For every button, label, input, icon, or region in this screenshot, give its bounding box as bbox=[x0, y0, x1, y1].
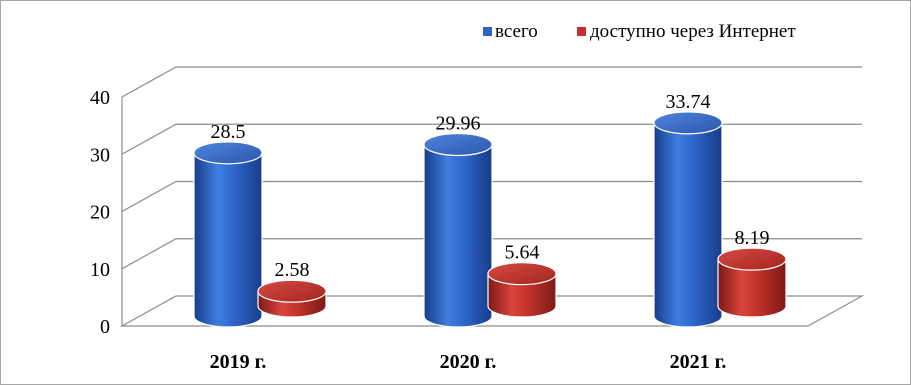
x-tick-label: 2020 г. bbox=[440, 351, 497, 373]
y-tick-label: 10 bbox=[90, 259, 110, 281]
cylinder-body bbox=[717, 258, 787, 318]
cylinder-top bbox=[257, 279, 327, 303]
gridline bbox=[121, 66, 862, 98]
floor-plane bbox=[119, 295, 865, 327]
cylinder-body bbox=[653, 122, 723, 328]
bar-total-1 bbox=[423, 132, 493, 328]
data-label: 28.5 bbox=[211, 121, 246, 143]
y-tick-label: 40 bbox=[90, 87, 110, 109]
legend: всего доступно через Интернет bbox=[483, 21, 796, 42]
cylinder-body bbox=[423, 143, 493, 328]
bar-internet-1 bbox=[487, 262, 557, 318]
legend-swatch-internet bbox=[577, 27, 586, 36]
y-tick-label: 30 bbox=[90, 144, 110, 166]
legend-swatch-total bbox=[483, 27, 492, 36]
y-tick-label: 0 bbox=[100, 316, 110, 338]
cylinder-top bbox=[193, 141, 263, 165]
cylinder-top bbox=[717, 247, 787, 271]
data-label: 5.64 bbox=[505, 242, 540, 264]
bars bbox=[193, 111, 787, 328]
cylinder-body bbox=[487, 273, 557, 318]
data-label: 29.96 bbox=[436, 112, 481, 134]
x-tick-label: 2019 г. bbox=[210, 351, 267, 373]
axes: 0 10 20 30 40 2019 г. 2020 г. 2021 г. bbox=[90, 87, 865, 373]
gridlines bbox=[121, 66, 862, 270]
value-labels: 28.5 29.96 33.74 2.58 5.64 8.19 bbox=[211, 91, 770, 281]
cylinder-top bbox=[653, 111, 723, 135]
legend-label-total: всего bbox=[495, 21, 538, 42]
legend-label-internet: доступно через Интернет bbox=[590, 21, 796, 42]
x-tick-label: 2021 г. bbox=[670, 351, 727, 373]
cylinder-top bbox=[423, 132, 493, 157]
bar-internet-0 bbox=[257, 279, 327, 318]
bar-total-2 bbox=[653, 111, 723, 328]
gridline bbox=[121, 123, 862, 155]
bar-total-0 bbox=[193, 141, 263, 328]
cylinder-top bbox=[487, 262, 557, 286]
data-label: 2.58 bbox=[275, 259, 310, 281]
data-label: 33.74 bbox=[666, 91, 711, 113]
y-tick-label: 20 bbox=[90, 202, 110, 224]
gridline bbox=[121, 180, 862, 213]
data-label: 8.19 bbox=[735, 227, 770, 249]
gridline bbox=[121, 238, 862, 270]
bar-internet-2 bbox=[717, 247, 787, 318]
cylinder-body bbox=[193, 152, 263, 328]
